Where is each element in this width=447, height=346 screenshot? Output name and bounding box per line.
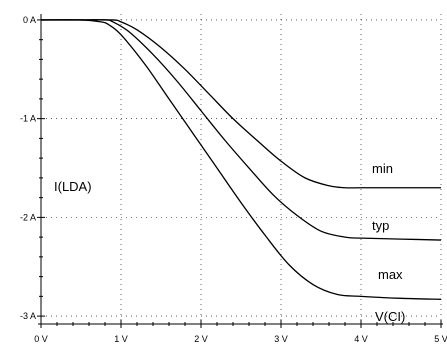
y-tick-label: -2 A [20, 212, 36, 222]
grid [41, 14, 442, 324]
x-tick-label: 3 V [274, 334, 288, 344]
series-label-min: min [372, 161, 393, 176]
y-axis-title: I(LDA) [54, 179, 92, 194]
y-tick-label: -3 A [20, 311, 36, 321]
ticks: 0 V 1 V 2 V 3 V 4 V 5 V 0 A -1 A -2 A -3 A [20, 15, 447, 344]
x-axis-title: V(CI) [375, 309, 405, 324]
series-line-min [40, 19, 441, 189]
series-line-typ [40, 19, 442, 241]
y-tick-label: -1 A [20, 114, 36, 124]
y-tick-label: 0 A [23, 15, 36, 25]
series-label-max: max [378, 267, 403, 282]
x-tick-label: 5 V [434, 334, 447, 344]
x-tick-label: 0 V [34, 334, 48, 344]
series [40, 19, 442, 300]
series-label-typ: typ [372, 218, 389, 233]
x-tick-label: 1 V [114, 334, 128, 344]
series-line-max [40, 19, 442, 300]
x-tick-label: 2 V [194, 334, 208, 344]
x-tick-label: 4 V [354, 334, 368, 344]
